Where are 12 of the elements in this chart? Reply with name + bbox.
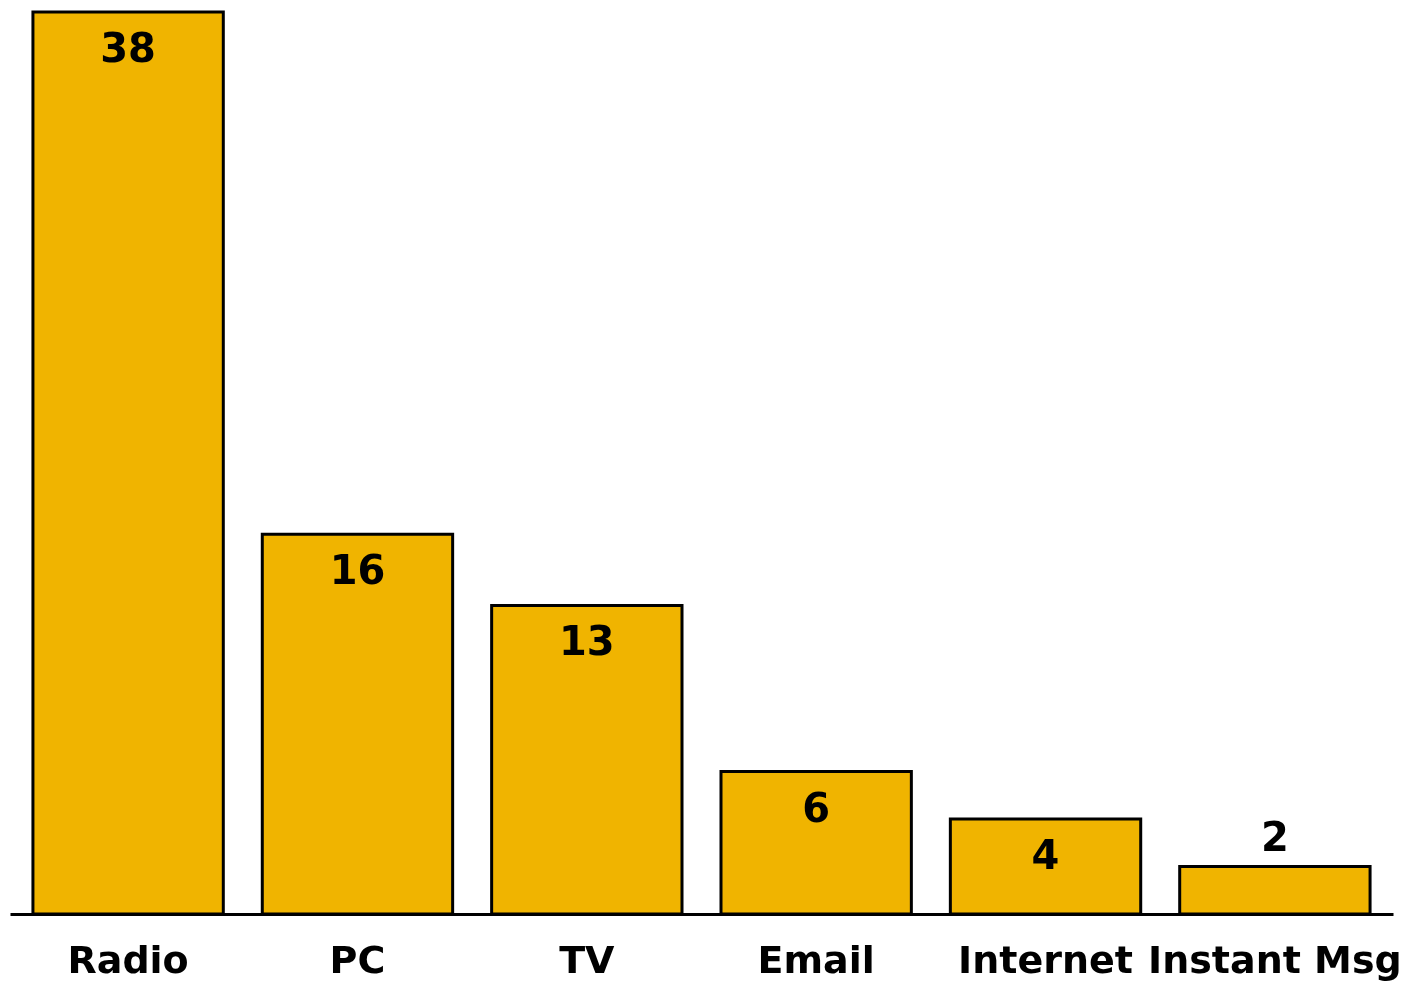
data-label: 4: [1031, 832, 1060, 879]
data-label: 2: [1260, 813, 1289, 860]
x-tick-label: Instant Msg: [1148, 937, 1402, 982]
x-tick-label: Radio: [67, 937, 189, 982]
x-tick-label: TV: [559, 937, 616, 982]
data-label: 16: [329, 547, 386, 594]
x-tick-label: PC: [329, 937, 386, 982]
data-label: 6: [802, 784, 831, 831]
data-label: 13: [558, 618, 615, 665]
data-label: 38: [100, 25, 156, 71]
x-tick-label: Email: [757, 937, 875, 982]
x-tick-label: Internet: [958, 937, 1133, 982]
